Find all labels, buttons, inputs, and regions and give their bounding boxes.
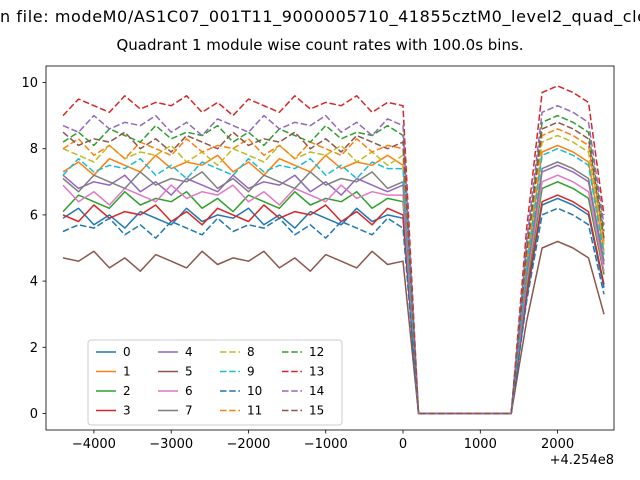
legend-entry-label-12: 12 — [309, 345, 324, 359]
y-tick-label: 6 — [30, 208, 38, 223]
legend-entry-label-13: 13 — [309, 365, 324, 379]
x-axis-offset-label: +4.254e8 — [550, 453, 614, 468]
plot-title-line2: Quadrant 1 module wise count rates with … — [116, 36, 524, 54]
y-tick-label: 0 — [30, 407, 38, 422]
legend-entry-label-10: 10 — [247, 384, 262, 398]
y-tick-label: 4 — [30, 275, 38, 290]
legend-entry-label-14: 14 — [309, 384, 324, 398]
legend-entry-label-9: 9 — [247, 365, 255, 379]
legend-entry-label-3: 3 — [123, 404, 131, 418]
x-tick-label: 2000 — [541, 437, 574, 452]
axes-spines — [45, 65, 615, 431]
legend-entry-label-7: 7 — [185, 404, 193, 418]
legend-entry-label-6: 6 — [185, 384, 193, 398]
x-tick-label: −4000 — [72, 437, 116, 452]
legend-entry-label-4: 4 — [185, 345, 193, 359]
series-line-15 — [62, 121, 605, 415]
x-tick-label: −3000 — [149, 437, 193, 452]
legend-entry-label-15: 15 — [309, 404, 324, 418]
x-tick-label: −2000 — [226, 437, 270, 452]
legend-entry-label-2: 2 — [123, 384, 131, 398]
legend-entry-label-8: 8 — [247, 345, 255, 359]
y-tick-label: 2 — [30, 341, 38, 356]
legend-entry-label-0: 0 — [123, 345, 131, 359]
legend-entry-label-11: 11 — [247, 404, 262, 418]
series-line-10 — [62, 207, 605, 415]
legend-entry-label-1: 1 — [123, 365, 131, 379]
legend-entry-label-5: 5 — [185, 365, 193, 379]
x-tick-label: 0 — [399, 437, 407, 452]
series-line-11 — [62, 128, 605, 415]
plot-title-line1: n file: modeM0/AS1C07_001T11_9000005710_… — [0, 7, 640, 26]
series-group — [62, 85, 605, 415]
series-line-5 — [62, 240, 605, 415]
series-line-12 — [62, 114, 605, 415]
y-tick-label: 8 — [30, 142, 38, 157]
x-tick-label: 1000 — [464, 437, 497, 452]
legend-box — [87, 339, 343, 426]
x-tick-label: −1000 — [304, 437, 348, 452]
y-tick-label: 10 — [21, 76, 38, 91]
